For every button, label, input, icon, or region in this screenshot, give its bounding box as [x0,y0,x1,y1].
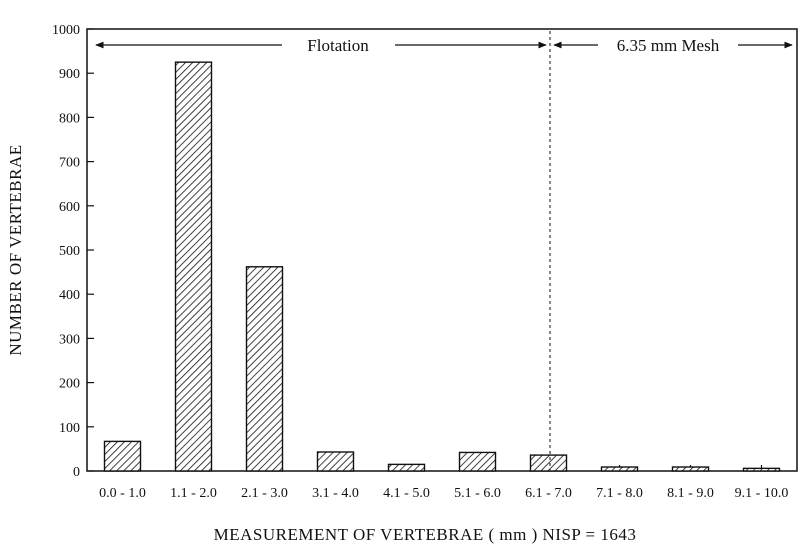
y-tick-label: 1000 [52,23,80,38]
y-tick-label: 400 [59,288,80,303]
y-axis: 0 100 200 300 400 500 600 700 800 900 1000 [52,23,94,480]
x-axis-title: MEASUREMENT OF VERTEBRAE ( mm ) NISP = 1… [214,525,637,544]
bar-0.0-1.0 [103,440,142,472]
x-axis: 0.0 - 1.0 1.1 - 2.0 2.1 - 3.0 3.1 - 4.0 4.1 … [99,465,788,501]
x-tick-label: 4.1 - 5.0 [383,486,430,501]
y-tick-label: 600 [59,200,80,215]
y-tick-label: 300 [59,332,80,347]
mesh-label: 6.35 mm Mesh [617,36,720,55]
y-tick-label: 100 [59,421,80,436]
bar-7.1-8.0 [600,466,639,472]
y-tick-label: 900 [59,67,80,82]
bar-1.1-2.0 [174,61,213,472]
x-tick-label: 3.1 - 4.0 [312,486,359,501]
x-tick-label: 0.0 - 1.0 [99,486,146,501]
bar-9.1-10.0 [742,467,781,472]
bar-4.1-5.0 [387,463,426,472]
flotation-label: Flotation [307,36,369,55]
method-annotations: Flotation 6.35 mm Mesh [95,31,793,470]
bar-5.1-6.0 [458,451,497,472]
bar-2.1-3.0 [245,266,284,472]
x-tick-label: 2.1 - 3.0 [241,486,288,501]
x-tick-label: 8.1 - 9.0 [667,486,714,501]
x-tick-label: 5.1 - 6.0 [454,486,501,501]
y-axis-title: NUMBER OF VERTEBRAE [6,144,25,355]
bar-series [103,61,781,472]
x-tick-label: 6.1 - 7.0 [525,486,572,501]
x-tick-label: 9.1 - 10.0 [735,486,789,501]
y-tick-label: 0 [73,465,80,480]
bar-3.1-4.0 [316,451,355,472]
y-tick-label: 800 [59,111,80,126]
y-tick-label: 200 [59,377,80,392]
x-tick-label: 7.1 - 8.0 [596,486,643,501]
bar-6.1-7.0 [529,454,568,472]
bar-8.1-9.0 [671,466,710,472]
y-tick-label: 700 [59,156,80,171]
x-tick-label: 1.1 - 2.0 [170,486,217,501]
y-tick-label: 500 [59,244,80,259]
